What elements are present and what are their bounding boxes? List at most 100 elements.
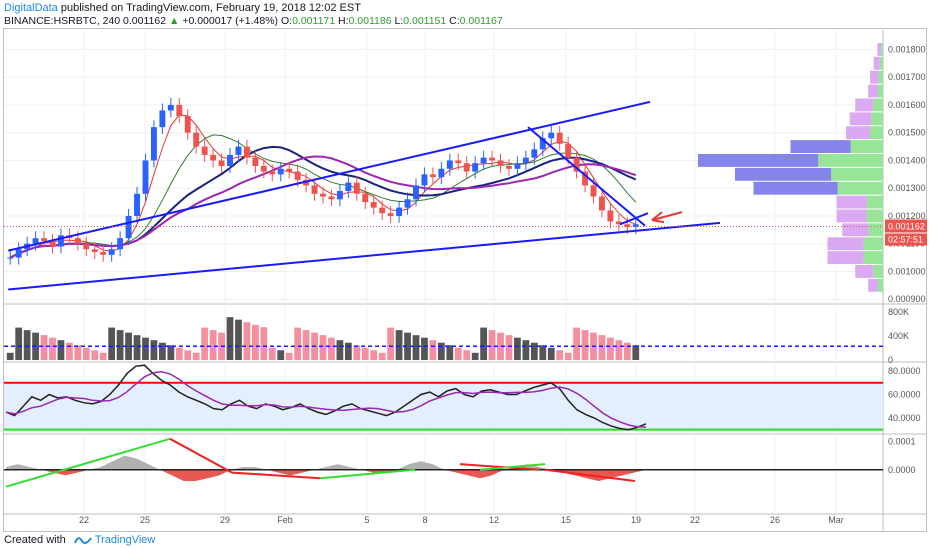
candle-body xyxy=(294,171,301,180)
volume-bar xyxy=(294,327,302,360)
candle-body xyxy=(497,160,504,166)
oscillator-positive-area xyxy=(6,455,646,470)
volume-profile-up xyxy=(877,84,883,98)
volume-tick-label: 0 xyxy=(888,355,893,365)
price-axis: 0.001800 0.001700 0.001600 0.001500 0.001400… xyxy=(888,44,926,474)
rsi-tick-label: 80.0000 xyxy=(888,366,921,376)
volume-bar xyxy=(378,352,386,360)
candle-body xyxy=(328,196,335,200)
author-link[interactable]: DigitalData xyxy=(4,2,58,14)
price-change: +0.000017 (+1.48%) xyxy=(182,15,279,27)
volume-profile-up xyxy=(868,223,883,237)
volume-bar xyxy=(328,337,335,360)
volume-bar xyxy=(23,330,31,360)
price-tick-label: 0.001500 xyxy=(888,128,926,138)
volume-profile-up xyxy=(873,98,883,112)
volume-bar xyxy=(463,350,471,360)
time-tick-label: 25 xyxy=(140,515,150,525)
low-label: L: xyxy=(394,15,404,27)
volume-bar xyxy=(522,340,530,360)
price-tick-label: 0.001300 xyxy=(888,183,926,193)
volume-profile-down xyxy=(870,70,879,84)
candle-body xyxy=(235,146,242,155)
candle-body xyxy=(176,104,183,117)
volume-profile-up xyxy=(881,42,883,56)
trendline xyxy=(8,100,651,252)
candle-body xyxy=(15,249,22,258)
candle-body xyxy=(74,238,81,244)
candle-body xyxy=(573,157,580,172)
price-tick-label: 0.001200 xyxy=(888,211,926,221)
moving-averages xyxy=(9,114,637,259)
volume-bar xyxy=(6,352,14,360)
candle-body xyxy=(514,163,521,169)
candle-body xyxy=(336,190,343,200)
moving-average-line xyxy=(9,114,636,259)
volume-bar xyxy=(497,332,504,360)
tradingview-link[interactable]: TradingView xyxy=(94,534,156,546)
volume-bar xyxy=(437,342,445,360)
candle-body xyxy=(57,235,64,247)
volume-profile-down xyxy=(790,140,851,154)
volume-bar xyxy=(573,327,580,360)
time-tick-label: 15 xyxy=(561,515,571,525)
volume-profile-up xyxy=(818,154,883,167)
candle-body xyxy=(522,157,529,164)
time-tick-label: Mar xyxy=(828,515,844,525)
candle-body xyxy=(480,157,487,164)
candle-body xyxy=(32,238,39,244)
volume-profile-down xyxy=(735,167,832,181)
time-tick-label: 19 xyxy=(631,515,641,525)
price-tick-label: 0.000900 xyxy=(888,294,926,304)
open-label: O: xyxy=(280,15,293,27)
candle-body xyxy=(489,157,496,161)
high-value: 0.001186 xyxy=(348,15,392,27)
volume-bar xyxy=(235,319,242,360)
volume-profile-down xyxy=(827,251,864,265)
volume-profile-up xyxy=(866,209,883,223)
candle-body xyxy=(472,163,479,172)
volume-bar xyxy=(547,347,555,360)
candle-body xyxy=(387,213,394,216)
volume-profile-down xyxy=(877,42,882,56)
volume-bar xyxy=(285,352,293,360)
divergence-line xyxy=(319,468,416,480)
volume-bar xyxy=(82,347,90,360)
chart-frame xyxy=(3,28,927,532)
volume-bar xyxy=(91,350,99,360)
volume-bar xyxy=(184,350,192,360)
time-tick-label: Feb xyxy=(277,515,293,525)
volume-profile-down xyxy=(868,84,878,98)
symbol-legend: BINANCE:HSRBTC, 240 0.001162 ▲ +0.000017… xyxy=(4,15,503,28)
volume-profile-up xyxy=(878,70,883,84)
volume-bar xyxy=(49,337,56,360)
candle-body xyxy=(463,163,470,172)
volume-bar xyxy=(387,327,395,360)
volume-profile-up xyxy=(877,278,883,292)
candle-body xyxy=(506,166,512,169)
volume-bar xyxy=(40,335,48,360)
candle-body xyxy=(607,210,614,222)
candle-body xyxy=(632,224,639,228)
candle-body xyxy=(286,168,293,172)
volume-bar xyxy=(201,327,209,360)
symbol-name[interactable]: BINANCE:HSRBTC, 240 xyxy=(4,15,121,27)
volume-bar xyxy=(209,330,217,360)
price-tick-label: 0.001000 xyxy=(888,266,926,276)
volume-bar xyxy=(429,340,437,360)
volume-bar xyxy=(395,330,403,360)
oscillator-tick-label: 0.0000 xyxy=(888,465,916,475)
oscillator-tick-label: 0.0001 xyxy=(888,437,916,447)
volume-bar xyxy=(471,352,479,360)
volume-profile-down xyxy=(827,237,864,251)
volume-bar xyxy=(260,327,268,360)
candle-body xyxy=(218,160,225,166)
rsi-tick-label: 40.0000 xyxy=(888,413,921,423)
volume-bar xyxy=(623,342,631,360)
volume-bar xyxy=(192,352,200,360)
volume-bar xyxy=(353,345,361,360)
volume-bar xyxy=(142,337,149,360)
volume-bar xyxy=(344,342,352,360)
candle-body xyxy=(269,171,276,175)
